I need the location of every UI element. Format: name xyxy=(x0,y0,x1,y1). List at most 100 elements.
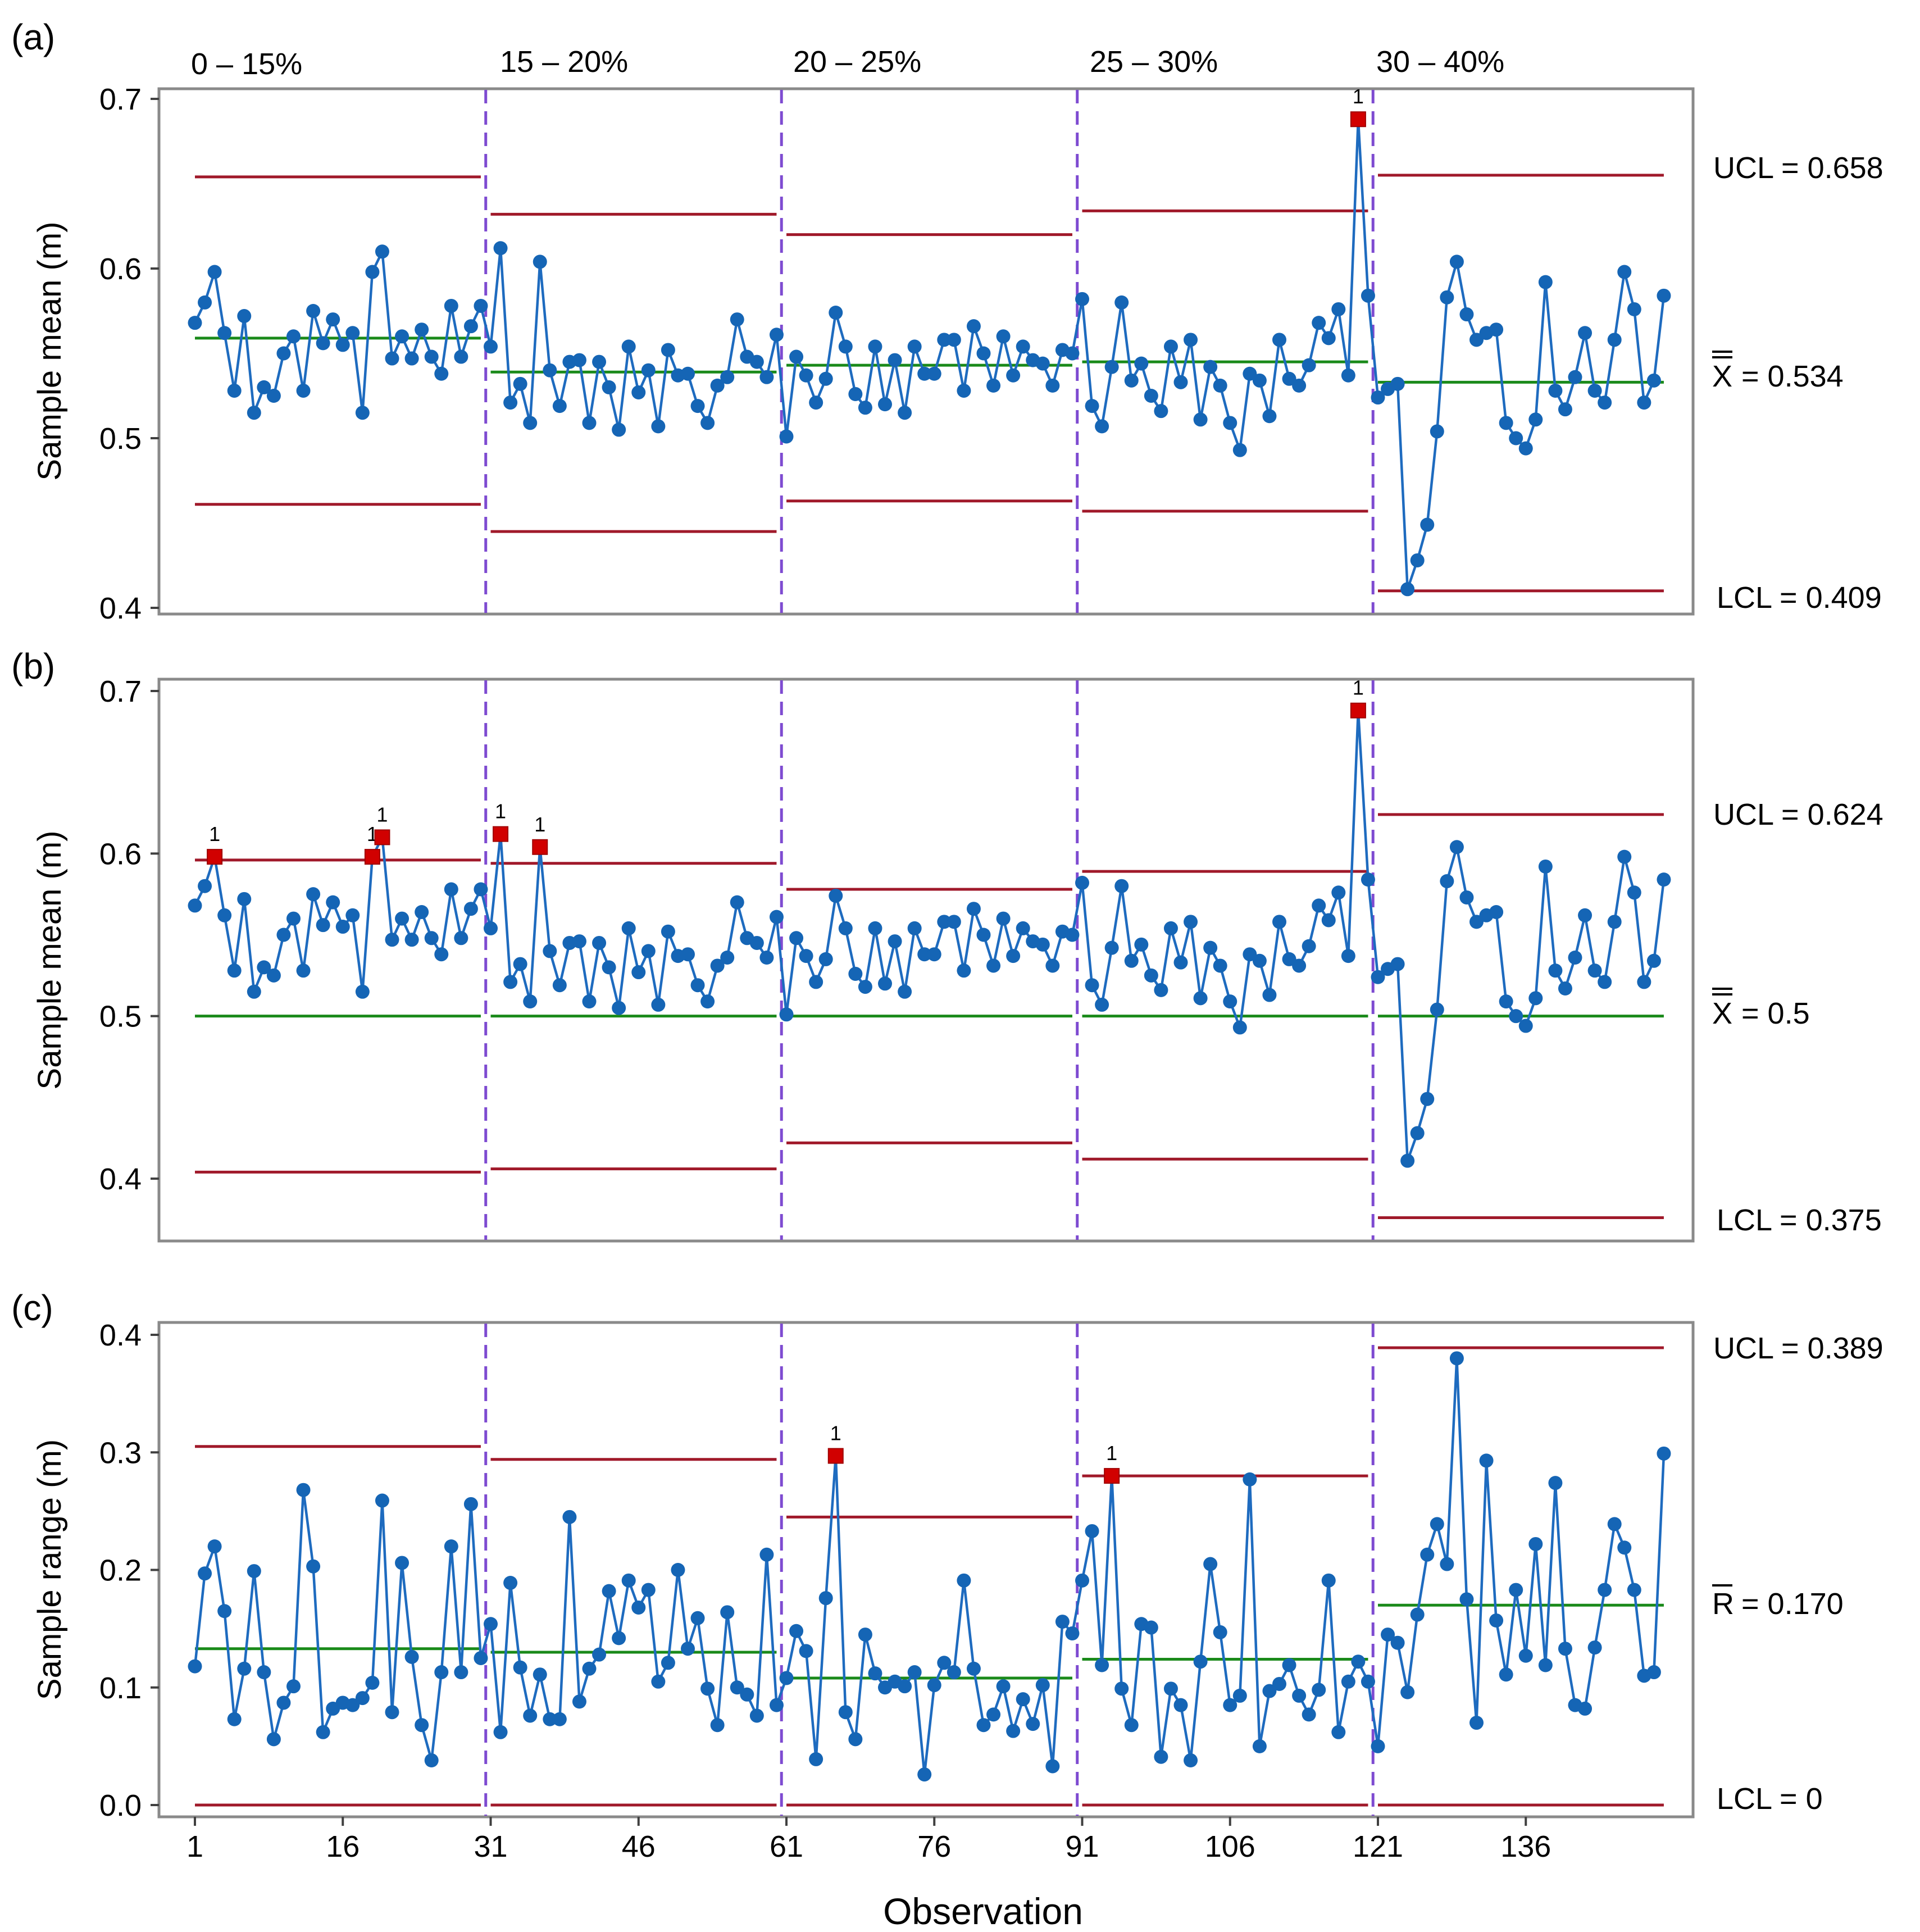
segment-labels: 0 – 15% 15 – 20% 20 – 25% 25 – 30% 30 – … xyxy=(191,45,1504,81)
data-point xyxy=(1282,1658,1296,1672)
data-point xyxy=(730,895,744,910)
data-point xyxy=(1578,1701,1593,1716)
data-point xyxy=(1065,1626,1080,1640)
data-point xyxy=(651,419,666,434)
data-point xyxy=(1528,991,1543,1006)
data-point xyxy=(621,339,636,354)
data-point xyxy=(1607,333,1622,347)
data-point xyxy=(1321,913,1336,928)
data-point xyxy=(1312,316,1326,330)
data-point xyxy=(848,966,863,981)
flagged-data-point xyxy=(1350,702,1366,719)
data-point xyxy=(404,351,419,366)
data-point xyxy=(1587,963,1602,978)
lcl-label: LCL = 0.375 xyxy=(1717,1203,1882,1237)
data-point xyxy=(1321,1573,1336,1588)
data-point xyxy=(937,333,952,347)
data-point xyxy=(316,1725,330,1739)
data-point xyxy=(582,1661,597,1676)
data-point xyxy=(799,949,813,963)
data-point xyxy=(572,353,586,367)
data-point xyxy=(1509,431,1523,446)
data-point xyxy=(306,887,321,902)
x-tick-label: 121 xyxy=(1353,1830,1403,1863)
data-point xyxy=(1538,275,1553,289)
data-point xyxy=(543,363,557,378)
data-point xyxy=(592,935,607,950)
data-point xyxy=(1262,1684,1277,1698)
center-symbol: X xyxy=(1712,997,1732,1030)
data-point xyxy=(1075,875,1089,890)
data-point xyxy=(444,882,458,897)
data-point xyxy=(1381,1628,1395,1642)
center-symbol: R xyxy=(1712,1587,1734,1621)
data-point xyxy=(503,396,518,410)
data-point xyxy=(1104,360,1119,374)
data-point xyxy=(1617,265,1632,279)
data-point xyxy=(286,1679,301,1694)
data-point xyxy=(1232,1020,1247,1035)
data-point xyxy=(1607,1517,1622,1531)
data-point xyxy=(927,366,941,381)
data-point xyxy=(641,1583,656,1597)
data-point xyxy=(1637,975,1651,989)
data-point xyxy=(1252,953,1267,968)
data-point xyxy=(1312,1683,1326,1697)
data-point xyxy=(661,924,675,939)
data-point xyxy=(1006,949,1021,963)
data-point xyxy=(198,879,212,893)
data-point xyxy=(355,1691,370,1706)
data-point xyxy=(907,921,922,935)
data-point xyxy=(1075,1573,1089,1588)
data-point xyxy=(237,309,252,324)
data-point xyxy=(1292,958,1307,973)
data-point xyxy=(533,254,547,269)
data-point xyxy=(898,984,912,999)
data-point xyxy=(1420,1547,1435,1562)
data-point xyxy=(474,298,488,313)
data-point xyxy=(503,1576,518,1590)
data-point xyxy=(562,1510,577,1524)
data-point xyxy=(1420,1092,1435,1106)
data-point xyxy=(769,910,784,924)
data-point xyxy=(395,1556,410,1570)
data-point xyxy=(1016,921,1030,935)
data-point xyxy=(237,1661,252,1676)
data-point xyxy=(207,1539,222,1554)
data-point xyxy=(444,1539,458,1554)
center-value-label: = 0.534 xyxy=(1741,360,1844,393)
data-point xyxy=(690,1611,705,1625)
data-point xyxy=(681,366,695,381)
data-point xyxy=(1035,356,1050,371)
segment-label-4: 25 – 30% xyxy=(1090,45,1218,79)
data-point xyxy=(266,389,281,403)
data-point xyxy=(257,380,271,394)
data-point xyxy=(434,366,449,381)
data-point xyxy=(1006,1724,1021,1738)
data-point xyxy=(1646,1665,1661,1680)
flagged-data-point xyxy=(827,1448,844,1464)
data-point xyxy=(749,935,764,950)
data-point xyxy=(641,944,656,958)
data-point xyxy=(1144,389,1158,403)
data-point xyxy=(789,349,804,364)
data-point xyxy=(276,1695,291,1710)
data-point xyxy=(474,1651,488,1665)
data-point xyxy=(523,994,538,1009)
data-point xyxy=(681,947,695,962)
data-point xyxy=(1163,1681,1178,1696)
data-point xyxy=(838,1705,853,1720)
x-axis-title: Observation xyxy=(883,1890,1083,1932)
data-point xyxy=(759,370,774,384)
data-point xyxy=(395,911,410,926)
data-point xyxy=(1459,307,1474,322)
data-point xyxy=(947,1665,961,1680)
data-point xyxy=(306,304,321,318)
data-point xyxy=(1430,424,1444,439)
y-tick-label: 0.1 xyxy=(99,1671,142,1705)
data-point xyxy=(543,944,557,958)
data-point xyxy=(247,1564,261,1579)
data-point xyxy=(779,1007,794,1022)
y-axis-title: Sample mean (m) xyxy=(31,222,68,481)
data-point xyxy=(1479,1453,1494,1468)
